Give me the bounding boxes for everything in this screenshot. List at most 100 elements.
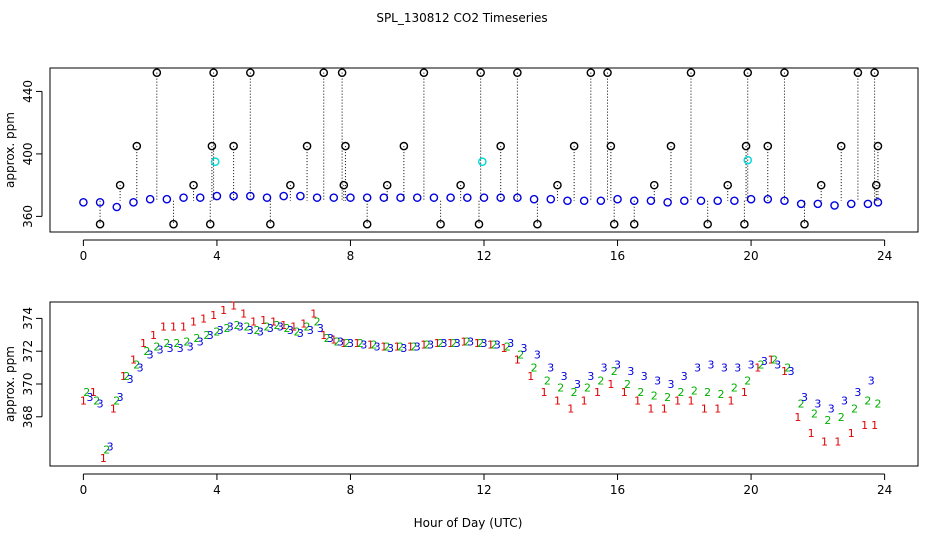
bottom-point-2: 2 — [731, 381, 738, 394]
bottom-point-1: 1 — [834, 435, 841, 448]
bottom-x-tick-label: 16 — [610, 483, 625, 497]
bottom-point-2: 2 — [491, 339, 498, 352]
bottom-point-1: 1 — [621, 386, 628, 399]
bottom-point-1: 1 — [594, 386, 601, 399]
bottom-y-axis-label: approx. ppm — [3, 346, 17, 422]
top-point — [513, 68, 522, 77]
bottom-point-2: 2 — [691, 385, 698, 398]
bottom-point-1: 1 — [581, 394, 588, 407]
top-point — [529, 194, 539, 204]
bottom-point-2: 2 — [103, 444, 110, 457]
top-point — [319, 68, 329, 77]
bottom-point-1: 1 — [260, 314, 267, 327]
top-point — [479, 193, 489, 202]
bottom-point-1: 1 — [701, 403, 708, 416]
top-point — [609, 219, 619, 229]
bottom-point-1: 1 — [330, 334, 337, 347]
top-point — [339, 180, 349, 190]
top-point — [279, 191, 288, 201]
bottom-point-3: 3 — [217, 324, 224, 337]
bottom-point-2: 2 — [370, 339, 377, 352]
bottom-point-2: 2 — [544, 375, 551, 388]
bottom-point-1: 1 — [220, 304, 227, 317]
bottom-point-2: 2 — [143, 345, 150, 358]
bottom-point-3: 3 — [721, 362, 728, 375]
top-point — [212, 191, 222, 201]
top-point — [703, 219, 712, 229]
bottom-point-3: 3 — [247, 324, 254, 337]
bottom-point-3: 3 — [177, 342, 184, 355]
bottom-point-1: 1 — [110, 403, 117, 416]
top-point — [496, 141, 505, 151]
top-point — [496, 193, 505, 202]
bottom-point-3: 3 — [267, 322, 274, 335]
top-point — [563, 196, 572, 206]
top-point — [266, 219, 275, 229]
bottom-point-3: 3 — [561, 370, 568, 383]
top-point — [546, 194, 556, 204]
top-y-tick-label: 440 — [21, 80, 35, 103]
top-x-tick-label: 0 — [80, 249, 88, 263]
bottom-point-3: 3 — [197, 335, 204, 348]
bottom-point-3: 3 — [788, 365, 795, 378]
bottom-point-3: 3 — [347, 337, 354, 350]
top-point — [873, 198, 883, 207]
bottom-point-3: 3 — [667, 378, 674, 391]
top-point — [179, 193, 188, 202]
top-point — [189, 180, 198, 190]
bottom-point-2: 2 — [477, 337, 484, 350]
top-point — [713, 196, 722, 206]
bottom-point-1: 1 — [554, 394, 561, 407]
bottom-point-3: 3 — [454, 337, 461, 350]
bottom-point-3: 3 — [87, 391, 94, 404]
top-point — [763, 141, 773, 151]
top-point — [780, 196, 789, 206]
top-point — [169, 219, 178, 229]
bottom-point-2: 2 — [93, 394, 100, 407]
bottom-point-1: 1 — [634, 394, 641, 407]
bottom-point-3: 3 — [534, 348, 541, 361]
top-point — [112, 202, 122, 212]
top-point — [741, 141, 751, 151]
bottom-point-2: 2 — [153, 340, 160, 353]
top-point — [723, 180, 733, 190]
top-point — [830, 201, 839, 210]
bottom-point-2: 2 — [163, 337, 170, 350]
bottom-point-2: 2 — [233, 319, 240, 332]
bottom-point-3: 3 — [317, 322, 324, 335]
top-point — [209, 68, 218, 77]
top-point — [382, 180, 392, 190]
bottom-point-3: 3 — [614, 358, 621, 371]
top-point — [195, 193, 205, 202]
bottom-point-3: 3 — [734, 362, 741, 375]
bottom-point-2: 2 — [83, 386, 90, 399]
bottom-point-3: 3 — [117, 391, 124, 404]
bottom-point-2: 2 — [450, 337, 457, 350]
bottom-point-1: 1 — [310, 307, 317, 320]
bottom-point-1: 1 — [848, 427, 855, 440]
bottom-point-1: 1 — [687, 394, 694, 407]
top-point — [649, 180, 659, 190]
bottom-point-2: 2 — [874, 398, 881, 411]
bottom-point-1: 1 — [714, 403, 721, 416]
bottom-point-1: 1 — [821, 435, 828, 448]
top-point — [586, 68, 596, 77]
bottom-point-2: 2 — [771, 353, 778, 366]
bottom-point-3: 3 — [167, 342, 174, 355]
bottom-point-2: 2 — [664, 391, 671, 404]
bottom-point-2: 2 — [213, 326, 220, 339]
bottom-point-3: 3 — [440, 337, 447, 350]
bottom-point-1: 1 — [674, 394, 681, 407]
top-point — [846, 199, 856, 209]
bottom-point-1: 1 — [781, 365, 788, 378]
bottom-point-1: 1 — [647, 403, 654, 416]
top-point — [115, 180, 125, 190]
top-point — [262, 193, 272, 202]
bottom-point-1: 1 — [200, 312, 207, 325]
bottom-point-1: 1 — [661, 403, 668, 416]
bottom-point-2: 2 — [133, 358, 140, 371]
bottom-point-3: 3 — [828, 403, 835, 416]
top-point — [696, 196, 706, 206]
bottom-point-2: 2 — [264, 321, 271, 334]
top-point — [743, 68, 753, 77]
